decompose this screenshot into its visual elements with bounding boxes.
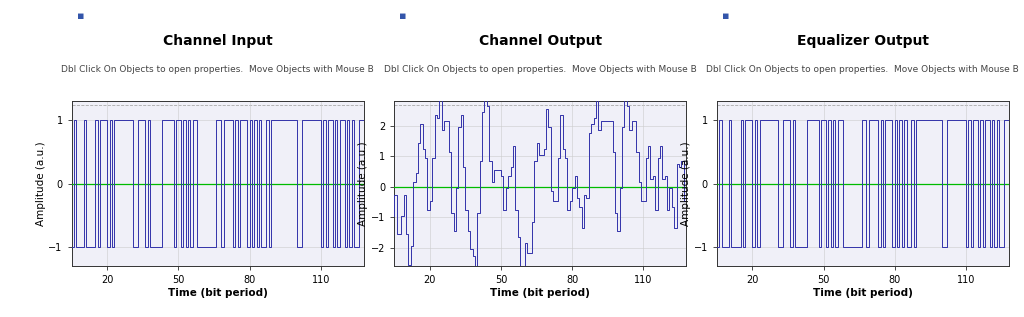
X-axis label: Time (bit period): Time (bit period) [168, 288, 267, 298]
Text: Dbl Click On Objects to open properties.  Move Objects with Mouse B: Dbl Click On Objects to open properties.… [384, 65, 696, 74]
Y-axis label: Amplitude (a.u.): Amplitude (a.u.) [681, 142, 691, 226]
Text: ▪: ▪ [77, 11, 84, 21]
X-axis label: Time (bit period): Time (bit period) [490, 288, 590, 298]
Text: Channel Input: Channel Input [163, 34, 272, 48]
Text: Dbl Click On Objects to open properties.  Move Objects with Mouse B: Dbl Click On Objects to open properties.… [61, 65, 374, 74]
Y-axis label: Amplitude (a.u.): Amplitude (a.u.) [358, 142, 368, 226]
Text: ▪: ▪ [722, 11, 729, 21]
X-axis label: Time (bit period): Time (bit period) [813, 288, 912, 298]
Text: Channel Output: Channel Output [478, 34, 602, 48]
Text: Dbl Click On Objects to open properties.  Move Objects with Mouse B: Dbl Click On Objects to open properties.… [707, 65, 1019, 74]
Text: ▪: ▪ [399, 11, 407, 21]
Y-axis label: Amplitude (a.u.): Amplitude (a.u.) [36, 142, 46, 226]
Text: Equalizer Output: Equalizer Output [797, 34, 929, 48]
